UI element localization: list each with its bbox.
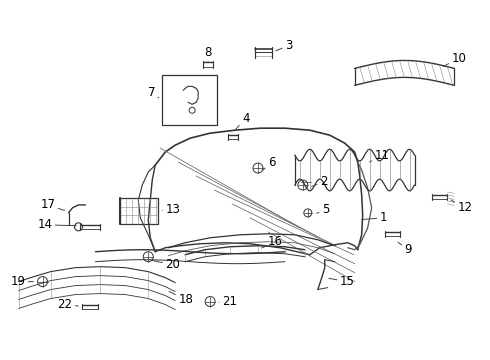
Text: 18: 18: [169, 291, 193, 306]
Text: 9: 9: [398, 242, 412, 256]
Circle shape: [253, 163, 263, 173]
Bar: [121, 198, 158, 224]
Text: 11: 11: [369, 149, 390, 162]
Text: 7: 7: [148, 86, 159, 99]
Text: 22: 22: [57, 298, 78, 311]
Text: 19: 19: [11, 275, 33, 288]
Text: 15: 15: [329, 275, 355, 288]
Text: 14: 14: [38, 218, 76, 231]
Text: 12: 12: [451, 200, 472, 215]
Text: 4: 4: [236, 112, 249, 129]
Text: 5: 5: [317, 203, 329, 216]
Circle shape: [304, 209, 312, 217]
Text: 1: 1: [362, 211, 387, 224]
Circle shape: [205, 297, 215, 306]
Text: 8: 8: [204, 46, 212, 62]
Text: 6: 6: [263, 156, 275, 170]
Circle shape: [298, 180, 308, 190]
Text: 3: 3: [276, 39, 292, 52]
Text: 17: 17: [41, 198, 65, 211]
FancyBboxPatch shape: [162, 75, 217, 125]
Circle shape: [74, 223, 82, 231]
Text: 20: 20: [152, 258, 180, 271]
Text: 13: 13: [162, 203, 180, 216]
Text: 10: 10: [443, 52, 466, 67]
Text: 16: 16: [262, 235, 283, 248]
Circle shape: [143, 252, 153, 262]
Text: 21: 21: [219, 295, 237, 308]
Circle shape: [38, 276, 48, 287]
Text: 2: 2: [312, 175, 327, 189]
Circle shape: [189, 107, 195, 113]
